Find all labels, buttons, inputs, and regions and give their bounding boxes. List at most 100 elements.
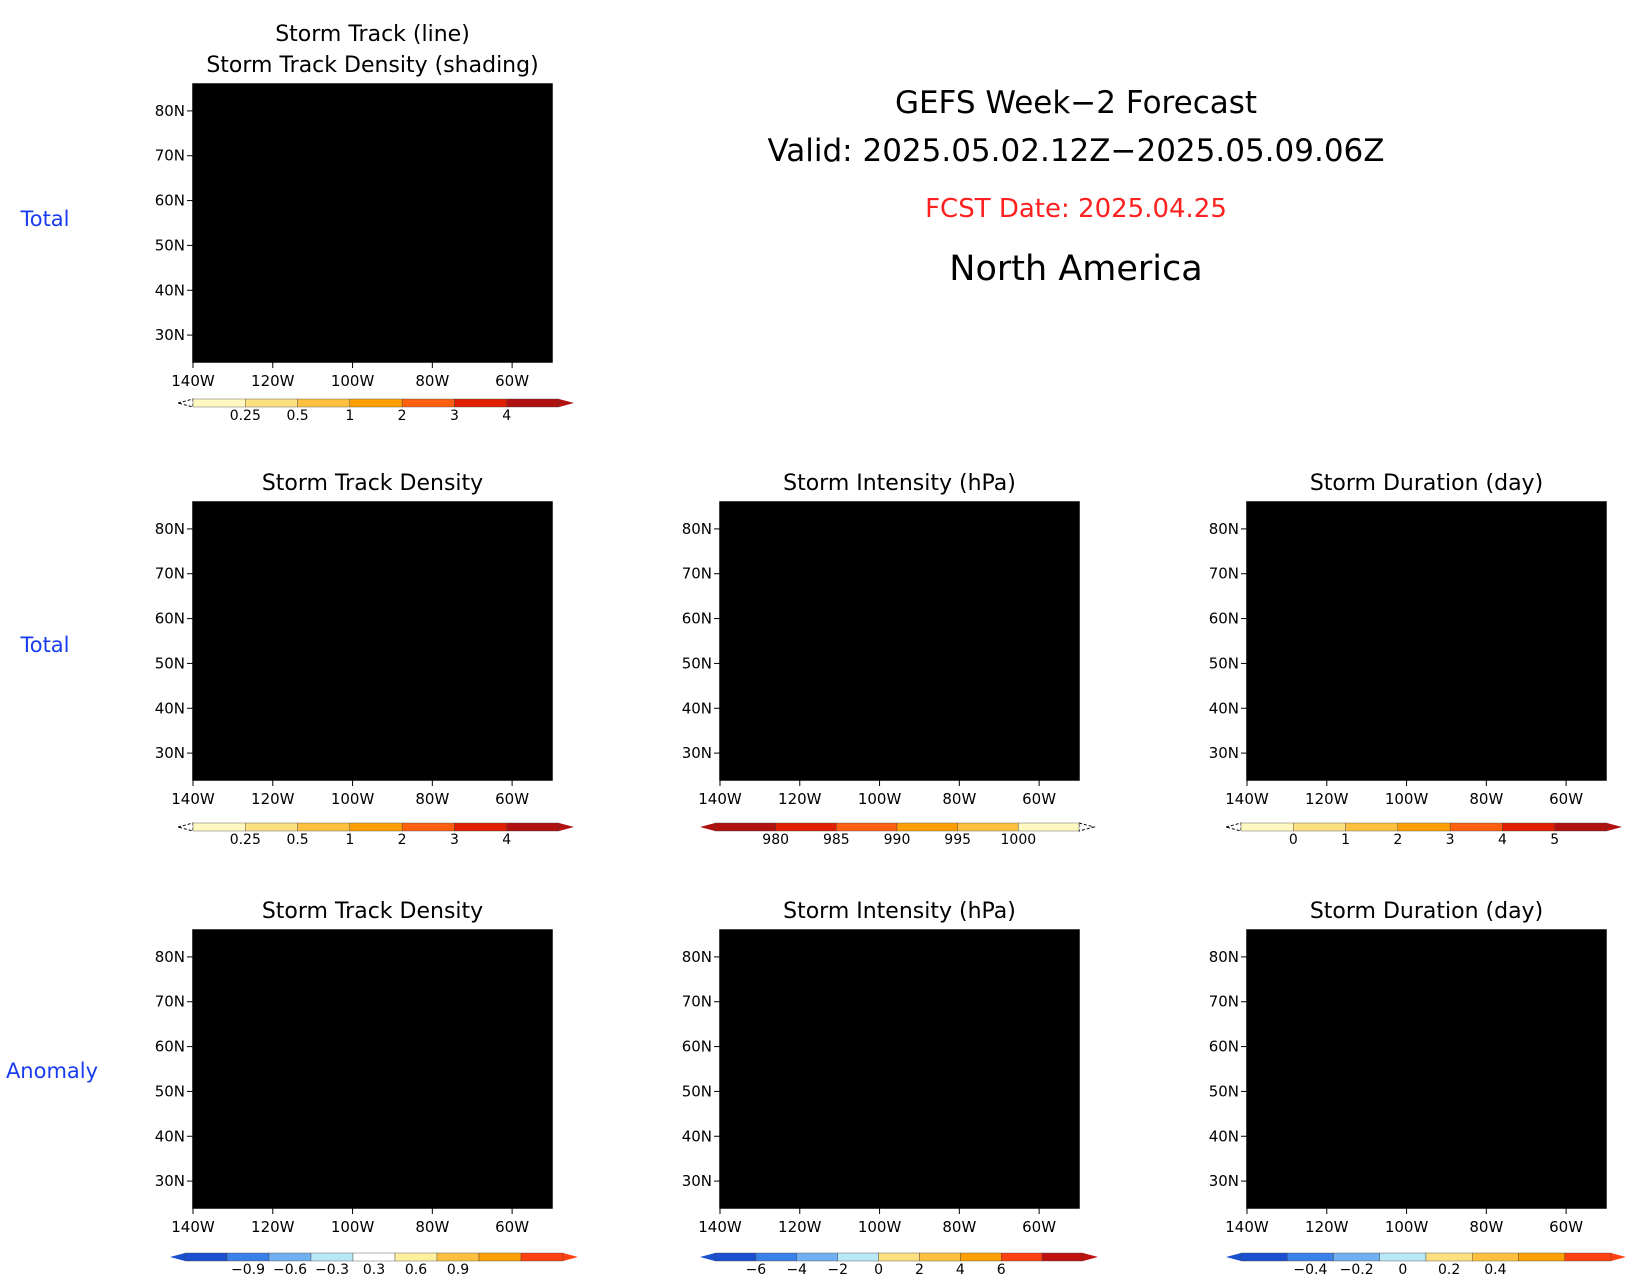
panel-title: Storm Track Density bbox=[262, 471, 483, 496]
colorbar-label: 0 bbox=[1289, 832, 1298, 848]
lat-tick-label: 60N bbox=[1209, 1038, 1239, 1056]
panel-p7: Storm Duration (day) 80N 70N 60N 50N 40N 30N 14… bbox=[1209, 899, 1626, 1278]
panel-p1: Storm Track (line) Storm Track Density (s… bbox=[155, 22, 574, 424]
colorbar-swatch bbox=[1001, 1252, 1043, 1262]
lon-tick-label: 120W bbox=[1305, 790, 1349, 808]
colorbar-swatch bbox=[1472, 1252, 1519, 1262]
header-line2: Valid: 2025.05.02.12Z−2025.05.09.06Z bbox=[767, 133, 1384, 169]
lon-tick-label: 120W bbox=[1305, 1218, 1349, 1236]
colorbar-swatch bbox=[454, 822, 507, 832]
lon-tick-label: 100W bbox=[858, 790, 902, 808]
colorbar-label: 0.9 bbox=[447, 1262, 469, 1275]
panel-p5: Storm Track Density 80N 70N 60N 50N 40N 30N 140… bbox=[155, 899, 578, 1278]
lon-tick-label: 80W bbox=[942, 790, 976, 808]
colorbar-swatch bbox=[1518, 1252, 1565, 1262]
colorbar-swatch bbox=[1293, 822, 1346, 832]
lat-tick-label: 70N bbox=[155, 993, 185, 1011]
row-label-2: Total bbox=[19, 633, 69, 657]
panel-p2: Storm Track Density80N70N60N50N40N30N140… bbox=[155, 471, 574, 848]
colorbar-swatch bbox=[1379, 1252, 1427, 1262]
lat-tick-label: 80N bbox=[155, 520, 185, 538]
lat-tick-label: 50N bbox=[1209, 654, 1239, 672]
plot-frame bbox=[1246, 929, 1607, 1209]
header-region: North America bbox=[949, 249, 1202, 289]
colorbar-swatch bbox=[896, 822, 958, 832]
lat-tick-label: 60N bbox=[1209, 610, 1239, 628]
lon-tick-label: 100W bbox=[331, 372, 375, 390]
lat-tick-label: 30N bbox=[682, 1172, 712, 1190]
colorbar-swatch bbox=[1554, 822, 1608, 832]
plot-frame bbox=[192, 929, 553, 1209]
colorbar-swatch bbox=[1287, 1252, 1334, 1262]
colorbar-label: 0.25 bbox=[230, 408, 261, 424]
colorbar-label: 0 bbox=[874, 1262, 883, 1275]
colorbar-label: 2 bbox=[915, 1262, 924, 1275]
lon-tick-label: 140W bbox=[171, 790, 215, 808]
colorbar-p4: 0 1 2 3 4 5 bbox=[1224, 822, 1622, 848]
lat-tick-label: 80N bbox=[1209, 948, 1239, 966]
header-line1: GEFS Week−2 Forecast bbox=[895, 85, 1257, 121]
colorbar-label: −0.3 bbox=[315, 1262, 349, 1275]
lat-tick-label: 60N bbox=[155, 192, 185, 210]
colorbar-swatch bbox=[1564, 1252, 1612, 1262]
colorbar-swatch bbox=[919, 1252, 961, 1262]
plot-frame bbox=[1246, 501, 1607, 781]
lon-tick-label: 80W bbox=[942, 1218, 976, 1236]
lat-tick-label: 30N bbox=[1209, 744, 1239, 762]
colorbar-label: −6 bbox=[746, 1262, 767, 1275]
colorbar-label: 0.5 bbox=[286, 832, 308, 848]
lon-tick-label: 140W bbox=[698, 1218, 742, 1236]
plot-frame bbox=[192, 83, 553, 363]
colorbar-swatch bbox=[310, 1252, 354, 1262]
colorbar-swatch bbox=[297, 822, 351, 832]
colorbar-swatch bbox=[878, 1252, 920, 1262]
lat-tick-label: 60N bbox=[155, 1038, 185, 1056]
colorbar-label: 3 bbox=[450, 408, 459, 424]
lat-tick-label: 30N bbox=[155, 1172, 185, 1190]
lon-tick-label: 140W bbox=[698, 790, 742, 808]
lat-tick-label: 30N bbox=[155, 744, 185, 762]
lon-tick-label: 60W bbox=[495, 790, 529, 808]
colorbar-swatch bbox=[394, 1252, 438, 1262]
colorbar-swatch bbox=[714, 822, 776, 832]
lat-tick-label: 70N bbox=[155, 565, 185, 583]
lat-tick-label: 30N bbox=[155, 326, 185, 344]
colorbar-label: 0.2 bbox=[1438, 1262, 1460, 1275]
lon-tick-label: 100W bbox=[1385, 790, 1429, 808]
colorbar-swatch bbox=[192, 822, 246, 832]
colorbar-label: −0.6 bbox=[273, 1262, 307, 1275]
lon-tick-label: 60W bbox=[1549, 1218, 1583, 1236]
colorbar-label: 1 bbox=[1341, 832, 1350, 848]
colorbar-swatch bbox=[352, 1252, 396, 1262]
colorbar-swatch bbox=[436, 1252, 480, 1262]
colorbar-label: −0.9 bbox=[231, 1262, 265, 1275]
lon-tick-label: 60W bbox=[1022, 790, 1056, 808]
panel-p3: Storm Intensity (hPa) 80N 70N 60N 50N 40N 30N 1… bbox=[682, 471, 1096, 848]
colorbar-label: 1 bbox=[345, 408, 354, 424]
colorbar-label: 2 bbox=[1393, 832, 1402, 848]
header-fcst-date: FCST Date: 2025.04.25 bbox=[925, 194, 1227, 224]
lat-tick-label: 50N bbox=[1209, 1082, 1239, 1100]
lat-tick-label: 30N bbox=[682, 744, 712, 762]
lat-tick-label: 40N bbox=[1209, 699, 1239, 717]
lon-tick-label: 80W bbox=[415, 1218, 449, 1236]
lat-tick-label: 60N bbox=[682, 1038, 712, 1056]
panel-title: Storm Intensity (hPa) bbox=[783, 471, 1016, 496]
map-outline bbox=[727, 941, 1079, 1205]
lon-tick-label: 80W bbox=[415, 790, 449, 808]
colorbar-swatch bbox=[714, 1252, 757, 1262]
lon-tick-label: 60W bbox=[1549, 790, 1583, 808]
colorbar-swatch bbox=[401, 822, 455, 832]
lon-tick-label: 80W bbox=[415, 372, 449, 390]
colorbar-swatch bbox=[1240, 822, 1294, 832]
colorbar-p3: 980 985 990 995 1000 bbox=[700, 822, 1096, 848]
colorbar-swatch bbox=[1240, 1252, 1288, 1262]
colorbar-label: 3 bbox=[1446, 832, 1455, 848]
lon-tick-label: 120W bbox=[251, 372, 295, 390]
lon-tick-label: 120W bbox=[778, 1218, 822, 1236]
lat-tick-label: 40N bbox=[682, 699, 712, 717]
colorbar-swatch bbox=[245, 398, 298, 408]
colorbar-swatch bbox=[1425, 1252, 1473, 1262]
colorbar-label: 985 bbox=[823, 832, 850, 848]
colorbar-label: 990 bbox=[884, 832, 911, 848]
